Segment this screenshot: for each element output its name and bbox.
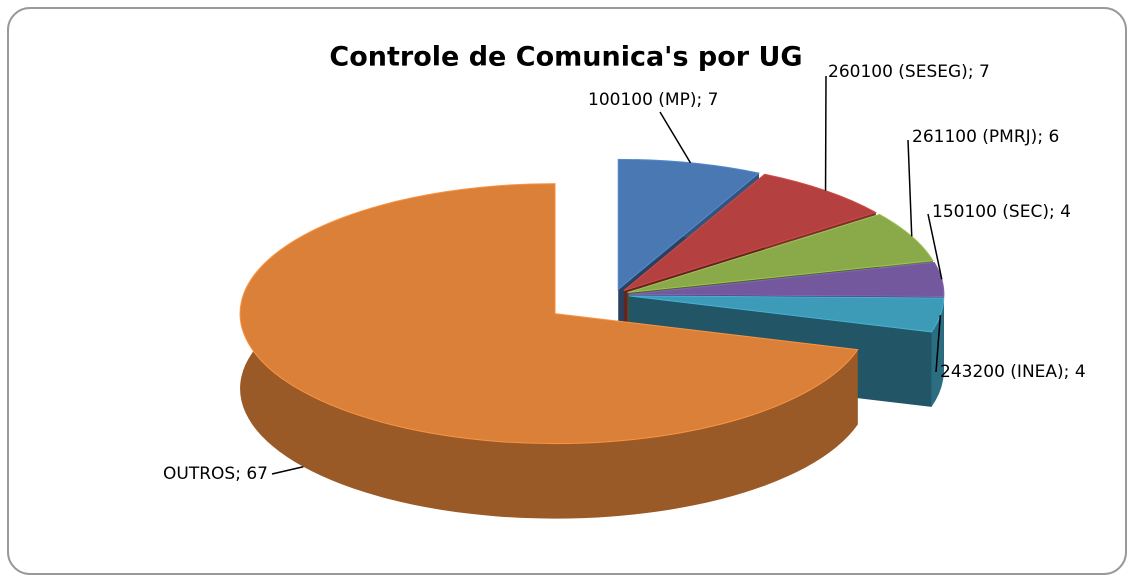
slice [628, 295, 945, 333]
leader-line [271, 466, 304, 475]
label-category: 150100 (SEC) [932, 202, 1049, 222]
label-category: 261100 (PMRJ) [912, 127, 1037, 147]
leader-line [907, 139, 913, 237]
slice [623, 173, 877, 292]
label-category: 243200 (INEA) [940, 362, 1064, 382]
leader-line [659, 111, 692, 164]
slice [628, 261, 945, 297]
label-separator: ; [1037, 127, 1048, 147]
label-separator: ; [235, 464, 246, 484]
label-value: 4 [1060, 202, 1071, 222]
leader-line [927, 213, 943, 280]
label-value: 4 [1075, 362, 1086, 382]
leader-line [935, 315, 942, 373]
label-separator: ; [696, 90, 707, 110]
data-label: 100100 (MP); 7 [588, 90, 718, 110]
label-separator: ; [1064, 362, 1075, 382]
label-separator: ; [968, 62, 979, 82]
chart-title: Controle de Comunica's por UG [329, 42, 802, 73]
label-value: 7 [979, 62, 990, 82]
data-label: 150100 (SEC); 4 [932, 202, 1071, 222]
label-category: OUTROS [163, 464, 235, 484]
label-category: 100100 (MP) [588, 90, 696, 110]
label-value: 7 [708, 90, 719, 110]
data-label: OUTROS; 67 [163, 464, 268, 484]
label-separator: ; [1049, 202, 1060, 222]
data-label: 260100 (SESEG); 7 [828, 62, 990, 82]
label-value: 67 [246, 464, 268, 484]
slice [627, 213, 934, 294]
data-label: 261100 (PMRJ); 6 [912, 127, 1059, 147]
label-category: 260100 (SESEG) [828, 62, 968, 82]
slice [239, 183, 859, 445]
slice-tops [239, 158, 945, 445]
label-value: 6 [1048, 127, 1059, 147]
slice [617, 158, 761, 291]
data-label: 243200 (INEA); 4 [940, 362, 1086, 382]
